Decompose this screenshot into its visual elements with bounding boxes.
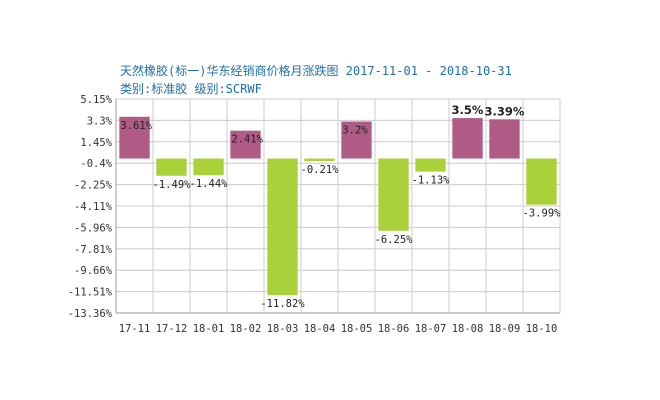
- bar-18-04: [304, 158, 335, 161]
- data-label: -0.21%: [301, 164, 340, 176]
- x-tick-label: 18-04: [304, 323, 336, 335]
- data-label: -1.44%: [190, 178, 229, 190]
- x-tick-label: 18-03: [267, 323, 299, 335]
- y-tick-label: -0.4%: [80, 158, 112, 170]
- x-tick-label: 17-11: [119, 323, 151, 335]
- bar-18-08: [452, 118, 483, 159]
- bar-18-06: [378, 158, 409, 231]
- chart-subtitle: 类别:标准胶 级别:SCRWF: [120, 82, 262, 96]
- bar-18-05: [341, 121, 372, 159]
- bar-18-03: [267, 158, 298, 296]
- bar-18-02: [230, 130, 261, 159]
- x-tick-label: 18-06: [378, 323, 410, 335]
- bar-18-10: [526, 158, 557, 205]
- data-label: 2.41%: [231, 134, 263, 146]
- x-tick-label: 18-09: [489, 323, 521, 335]
- x-tick-label: 18-01: [193, 323, 225, 335]
- data-label: -1.13%: [412, 175, 451, 187]
- data-label: 3.61%: [120, 120, 152, 132]
- y-tick-label: 1.45%: [80, 137, 112, 149]
- y-tick-label: 3.3%: [87, 115, 113, 127]
- x-tick-label: 17-12: [156, 323, 188, 335]
- y-tick-labels: 5.15% 3.3% 1.45% -0.4% -2.25% -4.11% -5.96% -7.…: [68, 94, 113, 320]
- data-label: 3.39%: [485, 104, 525, 118]
- data-label: -11.82%: [260, 298, 305, 310]
- data-label: -6.25%: [375, 234, 414, 246]
- x-tick-label: 18-02: [230, 323, 262, 335]
- y-tick-label: -9.66%: [74, 265, 113, 277]
- x-tick-label: 18-08: [452, 323, 484, 335]
- data-label: -3.99%: [523, 208, 562, 220]
- y-tick-label: -7.81%: [74, 244, 113, 256]
- x-tick-label: 18-10: [526, 323, 558, 335]
- bar-18-09: [489, 119, 520, 159]
- data-labels: 3.61% -1.49% -1.44% 2.41% -11.82% -0.21% 3.2% -…: [120, 103, 561, 310]
- bar-17-12: [156, 158, 187, 176]
- bars: [119, 116, 557, 296]
- y-tick-label: 5.15%: [80, 94, 112, 106]
- y-tick-label: -11.51%: [68, 287, 113, 299]
- y-tick-label: -4.11%: [74, 201, 113, 213]
- data-label: 3.2%: [342, 125, 368, 137]
- data-label: 3.5%: [452, 103, 484, 117]
- x-tick-labels: 17-11 17-12 18-01 18-02 18-03 18-04 18-05 18-06…: [119, 323, 558, 335]
- y-tick-label: -2.25%: [74, 180, 113, 192]
- bar-17-11: [119, 116, 150, 159]
- y-tick-label: -5.96%: [74, 222, 113, 234]
- x-tick-label: 18-07: [415, 323, 447, 335]
- data-label: -1.49%: [153, 179, 192, 191]
- chart-title: 天然橡胶(标一)华东经销商价格月涨跌图 2017-11-01 - 2018-10…: [120, 64, 512, 78]
- axes: [115, 99, 560, 314]
- y-tick-label: -13.36%: [68, 308, 113, 320]
- bar-18-07: [415, 158, 446, 172]
- bar-18-01: [193, 158, 224, 176]
- x-tick-label: 18-05: [341, 323, 373, 335]
